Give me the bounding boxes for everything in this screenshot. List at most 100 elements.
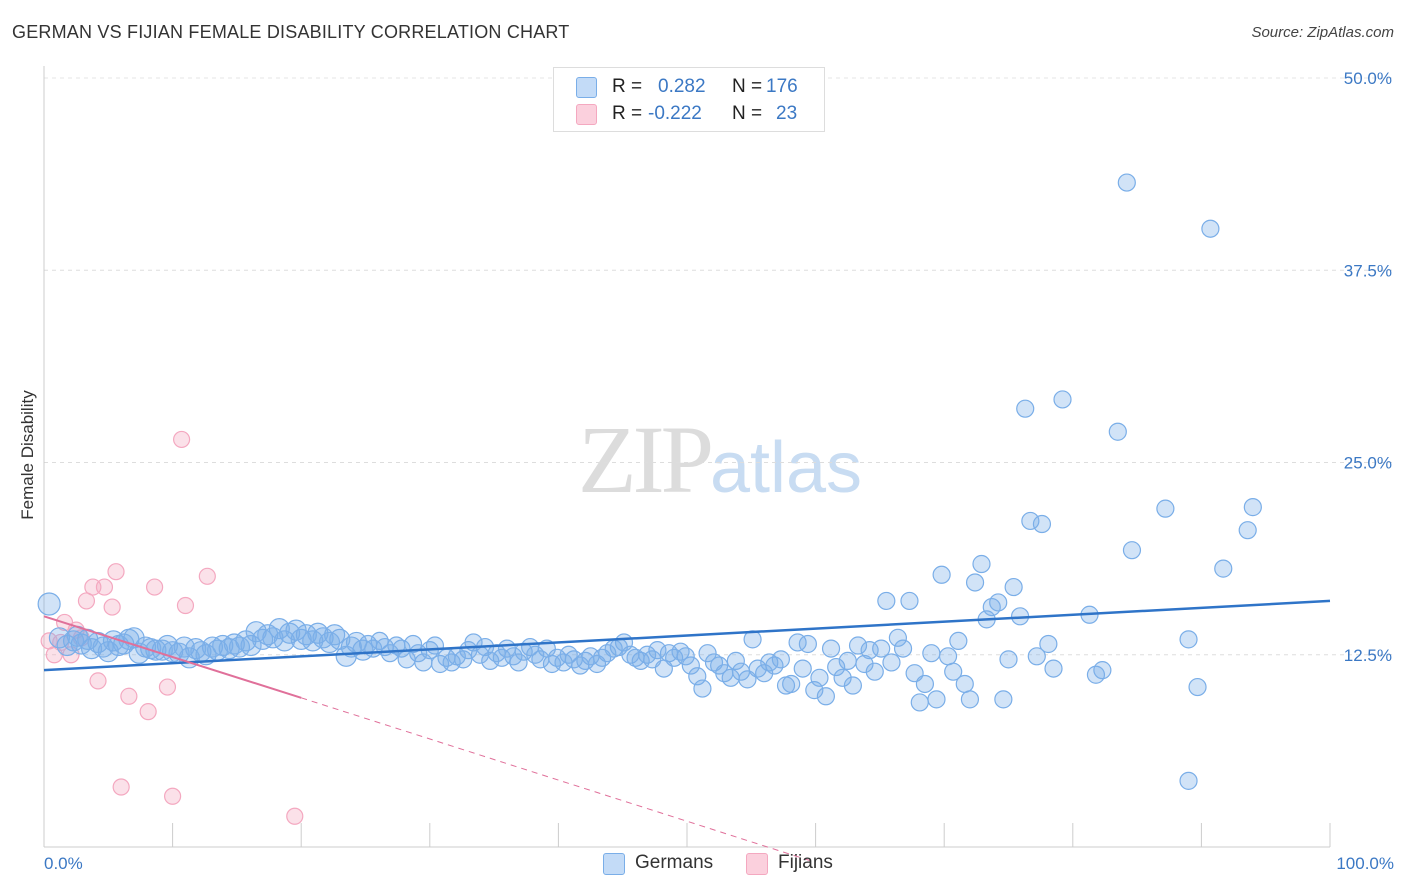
german-point (816, 687, 835, 706)
german-point (938, 647, 958, 666)
legend-r-label: R = (612, 76, 643, 97)
legend-n-label: N = (732, 103, 763, 124)
german-point (827, 657, 846, 677)
german-point (1179, 771, 1198, 790)
legend-swatch-fijians (746, 853, 768, 875)
german-point (698, 644, 717, 663)
x-tick-label: 0.0% (44, 854, 83, 873)
german-point (865, 662, 884, 681)
german-point (915, 674, 935, 694)
legend-r-label: R = (612, 103, 643, 124)
german-point (1108, 422, 1127, 441)
german-point (833, 668, 852, 687)
y-tick-label: 12.5% (1344, 646, 1392, 665)
fijian-point (198, 567, 216, 585)
german-point (454, 650, 473, 669)
german-point (882, 653, 901, 672)
german-point (838, 651, 857, 671)
y-tick-label: 50.0% (1344, 69, 1392, 88)
german-point (1027, 647, 1046, 666)
german-point (676, 647, 695, 666)
german-point (240, 634, 262, 657)
fijian-point (95, 578, 114, 596)
german-point (965, 573, 985, 592)
german-point (648, 641, 667, 660)
german-point (994, 690, 1013, 709)
german-trend-line (43, 599, 1331, 672)
german-point (1214, 559, 1233, 578)
german-point (268, 618, 290, 640)
german-point (955, 674, 974, 694)
chart-title: GERMAN VS FIJIAN FEMALE DISABILITY CORRE… (12, 22, 570, 42)
german-point (1093, 661, 1112, 680)
german-point (944, 662, 963, 681)
x-tick-label: 100.0% (1336, 854, 1394, 873)
german-point (960, 690, 980, 709)
german-point (848, 636, 868, 655)
fijian-point (164, 787, 182, 805)
axes (43, 66, 1331, 848)
german-point (403, 634, 423, 654)
german-point (755, 664, 774, 683)
german-point (1039, 634, 1058, 654)
german-point (771, 650, 790, 669)
german-point (760, 653, 779, 672)
watermark: ZIPatlas (578, 406, 862, 513)
fijian-point (77, 592, 96, 610)
german-point (922, 644, 941, 663)
german-point (681, 656, 700, 675)
legend-swatch-fijians (576, 104, 597, 125)
legend-swatch-germans (603, 853, 625, 875)
german-point (798, 634, 817, 654)
y-tick-label: 25.0% (1344, 454, 1392, 473)
fijian-point (176, 596, 195, 615)
legend-label-fijians: Fijians (778, 852, 833, 873)
german-point (48, 627, 71, 649)
german-point (726, 651, 745, 671)
german-point (910, 693, 929, 712)
german-point (877, 591, 896, 611)
german-point (162, 641, 184, 663)
german-point (927, 690, 946, 709)
german-point (810, 668, 829, 687)
legend-n-value: 176 (766, 76, 798, 97)
fijian-point (107, 563, 125, 581)
german-point (1201, 219, 1220, 238)
german-point (1004, 577, 1023, 597)
german-point (145, 639, 167, 661)
fijian-point (120, 687, 138, 705)
german-point (1122, 541, 1142, 560)
german-point (1053, 390, 1072, 409)
german-point (1021, 511, 1040, 531)
german-point (900, 591, 919, 611)
legend-r-value: 0.282 (658, 76, 706, 97)
german-point (295, 624, 317, 646)
fijian-point (158, 678, 177, 696)
legend-swatch-germans (576, 77, 597, 98)
german-point (860, 641, 879, 660)
fijian-point (139, 703, 157, 721)
legend-r-value: -0.222 (648, 103, 702, 124)
german-point (843, 676, 862, 695)
german-point (228, 636, 251, 658)
fijian-point (112, 778, 130, 796)
german-point (37, 592, 61, 616)
german-point (793, 659, 812, 678)
legend-label-germans: Germans (635, 852, 714, 873)
legend-n-label: N = (732, 76, 763, 97)
german-point (1179, 630, 1198, 649)
german-point (1016, 399, 1035, 418)
grid-lines (44, 77, 1392, 656)
fijian-point (145, 578, 164, 596)
german-point (492, 648, 511, 667)
german-point (999, 650, 1018, 669)
german-point (1243, 498, 1262, 517)
fijian-point (173, 430, 191, 449)
german-point (893, 639, 913, 658)
german-point (989, 593, 1008, 612)
german-point (1156, 499, 1175, 518)
german-point (509, 653, 528, 672)
fijian-trend-extension (301, 697, 816, 863)
fijian-point (89, 672, 107, 690)
